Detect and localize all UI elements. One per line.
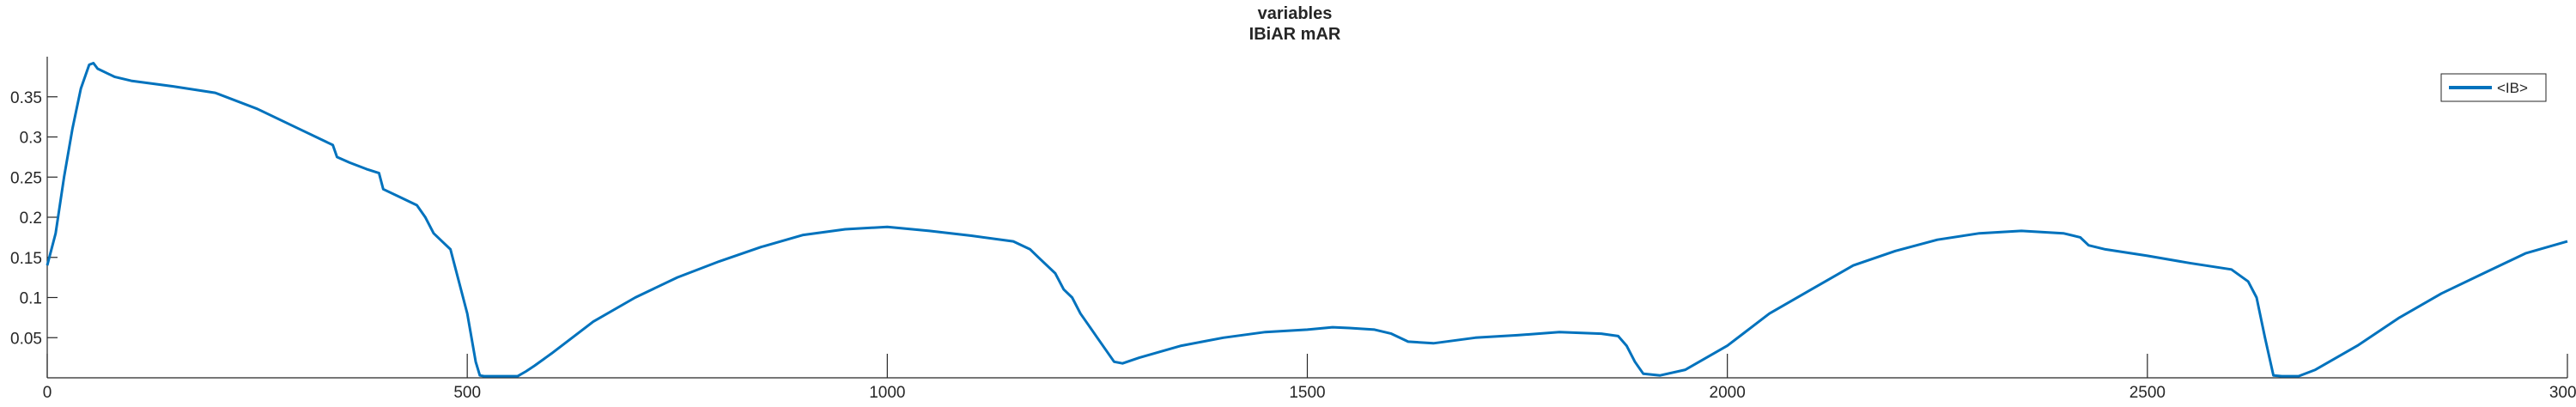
legend[interactable]: <IB> [2440,73,2547,102]
y-tick-label: 0.05 [10,330,42,348]
series-layer [46,62,2568,378]
x-tick-label: 2500 [2129,384,2166,402]
chart-subtitle: IBiAR mAR [1249,25,1341,44]
y-tick-label: 0.2 [20,210,42,228]
y-tick-label: 0.3 [20,130,42,148]
chart-title: variables [1258,4,1333,23]
x-tick-label: 2000 [1710,384,1746,402]
y-tick-label: 0.25 [10,169,42,187]
y-tick-label: 0.15 [10,250,42,268]
y-tick-label: 0.1 [20,290,42,308]
series-line [46,62,2568,378]
x-tick-label: 1500 [1289,384,1325,402]
x-tick-label: 500 [453,384,481,402]
y-tick-label: 0.35 [10,89,42,107]
legend-label: <IB> [2497,80,2528,96]
x-tick-label: 1000 [869,384,905,402]
x-tick-label: 0 [43,384,52,402]
